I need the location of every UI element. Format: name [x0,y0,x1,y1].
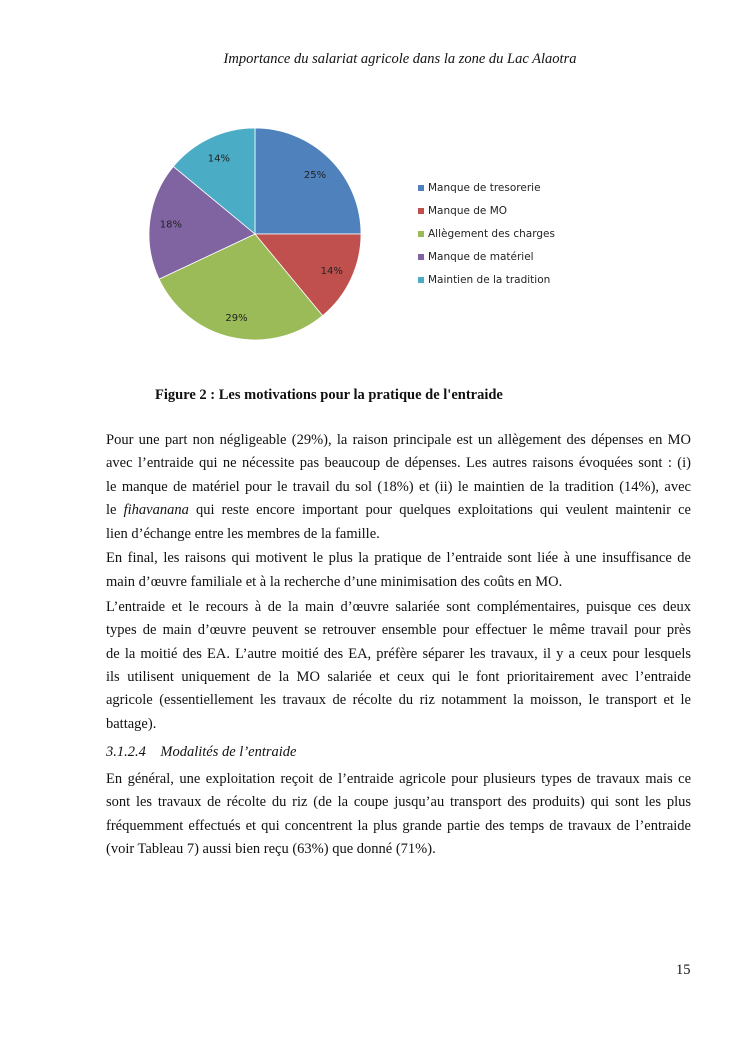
text-line: sont les travaux de récolte du riz (de l… [106,794,691,811]
pie-slice [254,233,362,317]
legend-item: Allègement des charges [418,222,555,245]
text-line: agricole (essentiellement les travaux de… [106,692,691,709]
text-line: main d’œuvre familiale et à la recherche… [106,573,563,590]
body-text-2: En général, une exploitation reçoit de l… [106,768,691,862]
running-header: Importance du salariat agricole dans la … [223,51,577,67]
legend-swatch [418,253,424,260]
legend-item: Manque de MO [418,199,555,222]
legend-label: Manque de tresorerie [428,181,541,194]
paragraph: Pour une part non négligeable (29%), la … [106,429,691,546]
paragraph: En général, une exploitation reçoit de l… [106,768,691,862]
paragraph: En final, les raisons qui motivent le pl… [106,547,691,594]
pie-slice [158,233,324,341]
legend-swatch [418,276,424,283]
text-line: fréquemment effectués et qui concentrent… [106,817,691,834]
text-line: L’entraide et le recours à de la main d’… [106,598,691,615]
text-line: En final, les raisons qui motivent le pl… [106,550,691,567]
text-line: battage). [106,715,157,732]
text-line: le fihavanana qui reste encore important… [106,502,691,519]
text-line: Pour une part non négligeable (29%), la … [106,432,691,448]
pie-slice [172,127,256,235]
legend-swatch [418,184,424,191]
pie-slice [254,127,362,235]
legend-item: Manque de matériel [418,245,555,268]
data-label: 18% [160,219,182,230]
paragraph: L’entraide et le recours à de la main d’… [106,596,691,736]
text-line: En général, une exploitation reçoit de l… [106,771,691,787]
legend-label: Maintien de la tradition [428,273,551,286]
pie-chart: 25% 14% 29% 18% 14% [148,127,362,341]
pie-slice [148,165,256,280]
section-heading: 3.1.2.4 Modalités de l’entraide [106,744,297,760]
text-line: le manque de matériel pour le travail du… [106,478,691,495]
page-number: 15 [676,962,691,978]
legend-label: Manque de matériel [428,250,534,263]
legend-swatch [418,230,424,237]
legend-label: Manque de MO [428,204,508,217]
legend-label: Allègement des charges [428,227,555,240]
text-line: ils utilisent uniquement de la MO salari… [106,668,691,685]
italic-term: fihavanana [123,502,189,519]
legend-item: Maintien de la tradition [418,268,555,291]
text-line: (voir Tableau 7) aussi bien reçu (63%) q… [106,841,436,858]
text-line: lien d’échange entre les membres de la f… [106,525,380,542]
legend-item: Manque de tresorerie [418,176,555,199]
legend-swatch [418,207,424,214]
data-label: 29% [225,313,247,324]
text-line: avec l’entraide qui ne nécessite pas bea… [106,455,691,472]
data-label: 25% [304,170,326,181]
data-label: 14% [321,266,343,277]
body-text: Pour une part non négligeable (29%), la … [106,429,691,736]
text-line: de la moitié des EA. L’autre moitié des … [106,645,691,662]
figure-caption: Figure 2 : Les motivations pour la prati… [155,387,503,403]
data-label: 14% [208,153,230,164]
chart-legend: Manque de tresorerie Manque de MO Allègeme… [418,176,555,291]
text-line: types de main d’œuvre peuvent se retrouv… [106,622,691,639]
